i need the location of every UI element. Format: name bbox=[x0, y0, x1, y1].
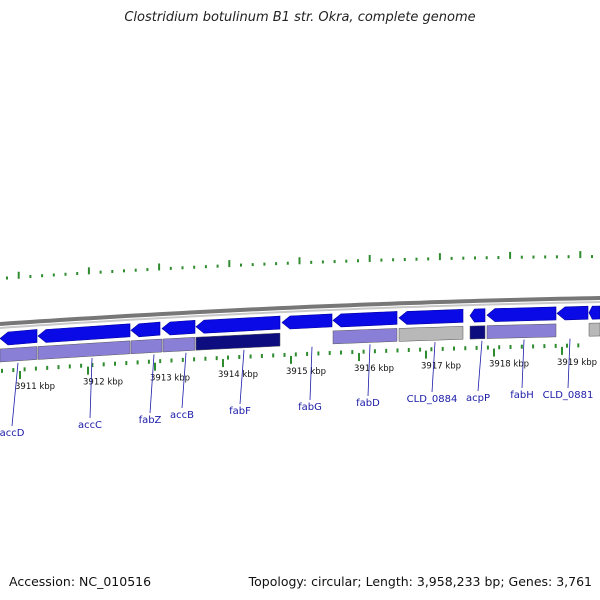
gene-label-accb[interactable]: accB bbox=[170, 410, 194, 421]
genome-backbone bbox=[0, 296, 600, 329]
gene-label-fabf[interactable]: fabF bbox=[229, 406, 251, 417]
cds-band[interactable] bbox=[398, 326, 464, 342]
gene-labels[interactable]: accD accC fabZ accB fabF fabG fabD CLD_0884 acpP… bbox=[0, 338, 594, 439]
cds-band[interactable] bbox=[469, 325, 486, 340]
gene-arrow[interactable] bbox=[281, 313, 333, 330]
cds-band[interactable] bbox=[37, 340, 131, 360]
cds-band[interactable] bbox=[332, 328, 398, 345]
gene-arrow[interactable] bbox=[398, 308, 464, 325]
cds-band[interactable] bbox=[486, 323, 557, 339]
top-tick-marks bbox=[6, 251, 593, 280]
gene-label-cld_0884[interactable]: CLD_0884 bbox=[407, 394, 458, 405]
backbone-inner-line bbox=[0, 301, 600, 329]
gene-leader-line bbox=[149, 354, 155, 414]
kbp-label: 3915 kbp bbox=[286, 367, 326, 377]
kbp-scale-labels: 3911 kbp 3912 kbp 3913 kbp 3914 kbp 3915 kbp… bbox=[15, 346, 597, 392]
gene-label-accd[interactable]: accD bbox=[0, 428, 25, 439]
gene-leader-line bbox=[309, 346, 313, 401]
bottom-tick-marks bbox=[1, 343, 580, 373]
gene-leader-line bbox=[239, 349, 245, 405]
map-title: Clostridium botulinum B1 str. Okra, comp… bbox=[124, 10, 476, 25]
cds-band[interactable] bbox=[588, 322, 600, 337]
gene-arrow[interactable] bbox=[469, 308, 486, 323]
gene-arrow[interactable] bbox=[332, 311, 398, 328]
kbp-label: 3913 kbp bbox=[150, 374, 190, 384]
kbp-label: 3918 kbp bbox=[489, 360, 529, 370]
gene-label-fabz[interactable]: fabZ bbox=[139, 415, 162, 426]
kbp-label: 3911 kbp bbox=[15, 382, 55, 392]
gene-label-fabg[interactable]: fabG bbox=[298, 402, 322, 413]
gene-label-fabd[interactable]: fabD bbox=[356, 398, 380, 409]
kbp-label: 3919 kbp bbox=[557, 358, 597, 368]
gene-arrow[interactable] bbox=[0, 329, 38, 346]
gene-label-fabh[interactable]: fabH bbox=[510, 390, 534, 401]
gene-label-cld_0881[interactable]: CLD_0881 bbox=[543, 390, 594, 401]
kbp-label: 3912 kbp bbox=[83, 378, 123, 388]
gene-leader-line bbox=[11, 362, 19, 427]
gene-arrow[interactable] bbox=[161, 319, 196, 336]
gene-leader-line bbox=[367, 344, 371, 397]
gene-arrow[interactable] bbox=[588, 305, 600, 320]
gene-leader-line bbox=[567, 338, 571, 389]
cds-band[interactable] bbox=[130, 338, 163, 355]
gene-label-acpp[interactable]: acpP bbox=[466, 393, 490, 404]
gene-leader-line bbox=[431, 342, 436, 393]
gene-arrow[interactable] bbox=[37, 323, 131, 343]
kbp-label: 3914 kbp bbox=[218, 370, 258, 380]
gene-leader-line bbox=[521, 339, 525, 389]
gene-track[interactable] bbox=[0, 305, 600, 346]
kbp-label: 3917 kbp bbox=[421, 362, 461, 372]
gene-arrow[interactable] bbox=[486, 306, 557, 322]
kbp-label: 3916 kbp bbox=[354, 364, 394, 374]
cds-band[interactable] bbox=[195, 332, 281, 351]
gene-leader-line bbox=[477, 340, 483, 392]
gene-arrow[interactable] bbox=[195, 315, 281, 334]
cds-band[interactable] bbox=[0, 346, 38, 363]
accession-label: Accession: NC_010516 bbox=[9, 574, 152, 589]
gene-leader-line bbox=[89, 358, 93, 419]
gene-leader-line bbox=[181, 352, 187, 409]
backbone-outer-line bbox=[0, 296, 600, 326]
cds-band[interactable] bbox=[162, 337, 196, 353]
genome-summary: Topology: circular; Length: 3,958,233 bp… bbox=[248, 574, 592, 589]
gene-arrow[interactable] bbox=[130, 321, 161, 338]
cds-band-track[interactable] bbox=[0, 322, 600, 363]
gene-label-accc[interactable]: accC bbox=[78, 420, 102, 431]
gene-arrow[interactable] bbox=[556, 305, 589, 321]
